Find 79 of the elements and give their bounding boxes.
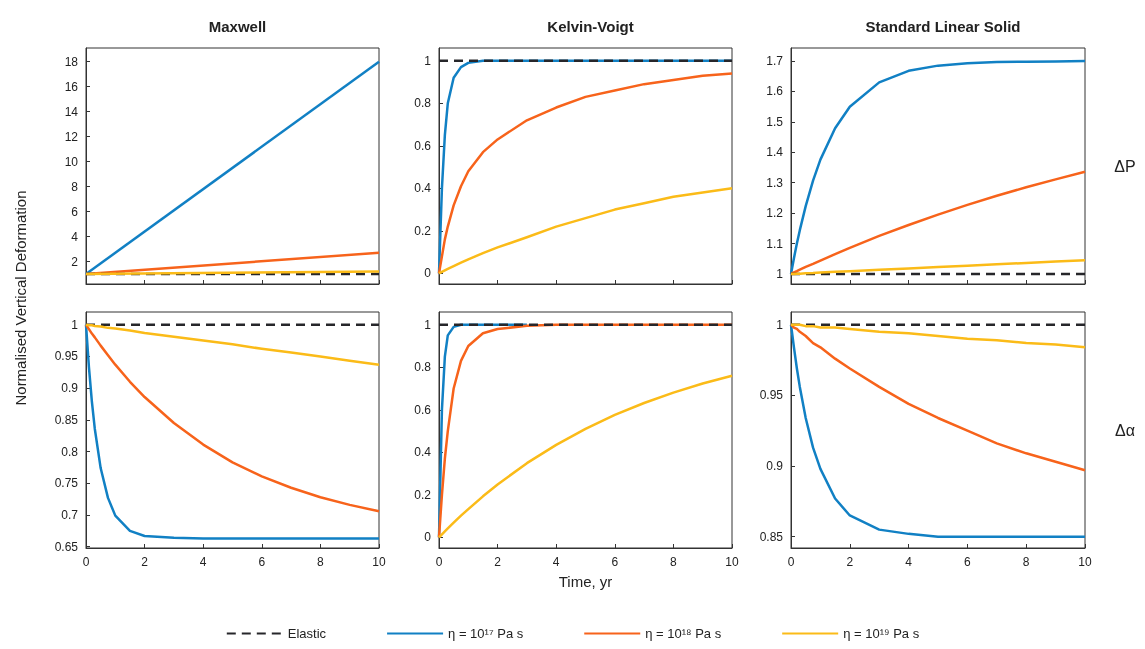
x-tick-label: 8: [670, 555, 678, 569]
line-series: [437, 374, 734, 539]
x-tick-label: 6: [258, 555, 266, 569]
line-series: [789, 323, 1087, 349]
x-tick-label: 10: [1078, 555, 1092, 569]
y-tick-label: 1.5: [766, 114, 784, 129]
y2-axis-title: Δα: [1115, 421, 1135, 439]
y-tick-label: 0.7: [61, 508, 79, 523]
line-series: [789, 323, 1087, 538]
y-tick-label: 0.8: [414, 360, 432, 375]
y-tick-label: 0.2: [414, 487, 432, 502]
legend-label: η = 10¹⁹ Pa s: [843, 626, 920, 641]
y-tick-label: 0.6: [414, 138, 432, 153]
y-tick-label: 0: [424, 266, 432, 281]
y-tick-label: 0.8: [61, 444, 79, 459]
y-tick-label: 0.9: [61, 381, 79, 396]
y-tick-label: 0.95: [54, 349, 79, 364]
x-tick-label: 2: [494, 555, 502, 569]
line-series: [789, 59, 1087, 276]
y-tick-label: 0.75: [54, 476, 79, 491]
y-tick-label: 6: [71, 204, 79, 219]
line-series: [789, 170, 1087, 276]
line-series: [437, 187, 734, 275]
line-series: [789, 259, 1087, 276]
y-tick-label: 1.7: [766, 54, 784, 69]
y-tick-label: 0.9: [766, 459, 784, 474]
y-tick-label: 1: [776, 266, 784, 281]
legend-label: η = 10¹⁸ Pa s: [645, 626, 722, 641]
line-series: [789, 323, 1087, 472]
y-tick-label: 1.4: [766, 145, 784, 160]
y-tick-label: 1.6: [766, 84, 784, 99]
x-tick-label: 2: [141, 555, 149, 569]
y-tick-label: 0.65: [54, 539, 79, 554]
y-tick-label: 12: [64, 129, 79, 144]
y-tick-label: 1.1: [766, 236, 784, 251]
x-tick-label: 0: [787, 555, 795, 569]
y2-axis-title: ΔP: [1114, 157, 1136, 175]
x-tick-label: 0: [435, 555, 443, 569]
y-tick-label: 1: [424, 53, 432, 68]
y-tick-label: 1.3: [766, 175, 784, 190]
y-axis-title: Normalised Vertical Deformation: [11, 190, 29, 406]
chart-title: Standard Linear Solid: [865, 18, 1021, 35]
y-tick-label: 0.85: [54, 412, 79, 427]
y-tick-label: 0.4: [414, 181, 432, 196]
x-tick-label: 6: [964, 555, 972, 569]
y-tick-label: 1: [776, 317, 784, 332]
x-tick-label: 0: [82, 555, 90, 569]
x-tick-label: 8: [317, 555, 325, 569]
y-tick-label: 4: [71, 229, 79, 244]
y-tick-label: 2: [71, 254, 79, 269]
x-tick-label: 6: [611, 555, 619, 569]
chart-title: Maxwell: [208, 18, 267, 35]
y-tick-label: 0: [424, 530, 432, 545]
y-tick-label: 1: [424, 317, 432, 332]
y-tick-label: 0.2: [414, 223, 432, 238]
y-tick-label: 14: [64, 104, 79, 119]
y-tick-label: 0.4: [414, 445, 432, 460]
x-tick-label: 2: [846, 555, 854, 569]
y-tick-label: 18: [64, 54, 79, 69]
y-tick-label: 1: [71, 317, 79, 332]
y-tick-label: 0.85: [759, 529, 784, 544]
legend-label: η = 10¹⁷ Pa s: [448, 626, 524, 641]
y-tick-label: 0.95: [759, 388, 784, 403]
x-tick-label: 10: [725, 555, 739, 569]
x-tick-label: 4: [199, 555, 207, 569]
y-tick-label: 0.6: [414, 402, 432, 417]
line-series: [84, 323, 381, 366]
x-tick-label: 10: [372, 555, 386, 569]
x-tick-label: 8: [1022, 555, 1030, 569]
x-tick-label: 4: [905, 555, 913, 569]
y-tick-label: 1.2: [766, 206, 784, 221]
x-axis-title: Time, yr: [558, 573, 613, 590]
y-tick-label: 8: [71, 179, 79, 194]
chart-title: Kelvin-Voigt: [547, 18, 634, 35]
legend-label: Elastic: [287, 626, 327, 641]
y-tick-label: 0.8: [414, 96, 432, 111]
y-tick-label: 10: [64, 154, 79, 169]
y-tick-label: 16: [64, 79, 79, 94]
x-tick-label: 4: [552, 555, 560, 569]
